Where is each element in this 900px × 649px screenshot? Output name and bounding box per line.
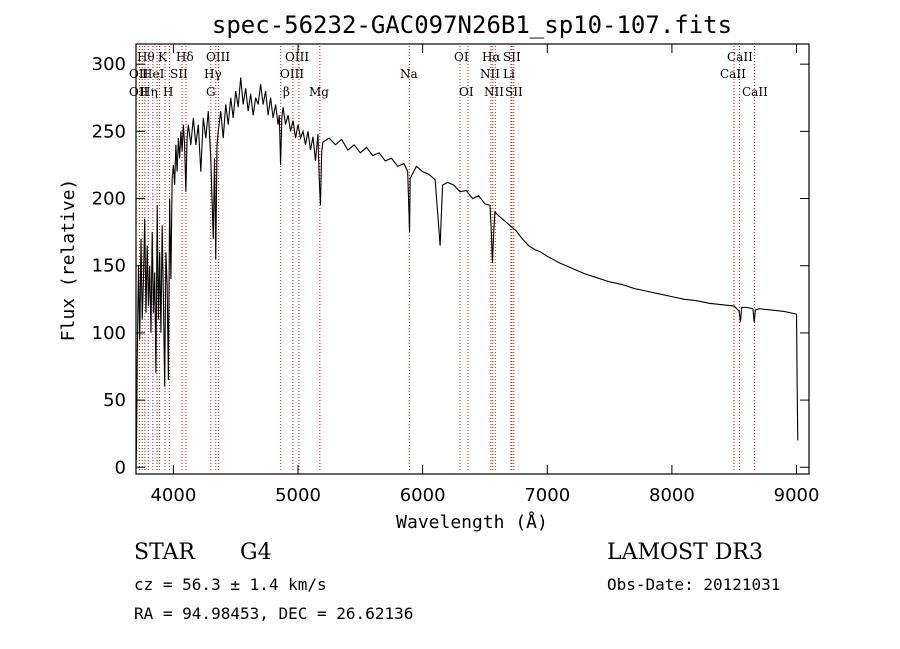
line-label: SII (170, 67, 188, 81)
line-label: CaII (720, 67, 746, 81)
x-tick-label: 7000 (524, 485, 570, 506)
line-label: NII (480, 67, 500, 81)
observation-date: Obs-Date: 20121031 (607, 575, 781, 594)
line-label: Hη (140, 85, 158, 99)
y-axis-label: Flux (relative) (58, 179, 79, 342)
line-label: HeI (142, 67, 165, 81)
x-tick-label: 6000 (400, 485, 446, 506)
line-label: SII (503, 50, 521, 64)
line-label: K (158, 50, 168, 64)
line-label: OIII (206, 50, 230, 64)
survey-name: LAMOST DR3 (607, 540, 763, 565)
line-label: OI (454, 50, 469, 64)
line-label: H (163, 85, 173, 99)
line-label: OII (129, 85, 149, 99)
y-tick-label: 300 (92, 54, 126, 75)
x-tick-label: 9000 (774, 485, 820, 506)
line-label: Hγ (204, 67, 222, 81)
line-label: G (206, 85, 216, 99)
line-label: Hα (482, 50, 501, 64)
line-label: SII (505, 85, 523, 99)
spectrum-series-line (135, 77, 799, 468)
ra-dec: RA = 94.98453, DEC = 26.62136 (134, 604, 414, 623)
line-label: OIII (280, 67, 304, 81)
object-class: STAR (134, 540, 195, 565)
redshift-cz: cz = 56.3 ± 1.4 km/s (134, 575, 327, 594)
line-label: Hθ (137, 50, 155, 64)
y-tick-label: 100 (92, 323, 126, 344)
x-tick-label: 5000 (275, 485, 321, 506)
y-tick-label: 200 (92, 189, 126, 210)
x-axis-label: Wavelength (Å) (396, 511, 548, 533)
chart-title: spec-56232-GAC097N26B1_sp10-107.fits (212, 11, 732, 39)
line-label: Mg (309, 85, 329, 99)
x-tick-label: 4000 (150, 485, 196, 506)
marker-lines (138, 46, 755, 472)
x-tick-label: 8000 (649, 485, 695, 506)
line-label: Li (503, 67, 515, 81)
y-tick-label: 0 (115, 457, 126, 478)
line-labels: Hθ K Hδ OIII OIII OI Hα SII CaII OII HeI… (129, 50, 768, 99)
object-subclass: G4 (240, 540, 272, 565)
line-label: β (283, 85, 290, 99)
plot-frame (135, 43, 810, 475)
line-label: Na (400, 67, 418, 81)
line-label: OII (129, 67, 149, 81)
line-label: OI (459, 85, 474, 99)
line-label: NII (484, 85, 504, 99)
line-label: CaII (742, 85, 768, 99)
line-label: CaII (727, 50, 753, 64)
plot-area: 4000 5000 6000 7000 8000 9000 0 50 100 150 200 250 3… (92, 43, 820, 506)
y-tick-label: 50 (103, 390, 126, 411)
y-tick-label: 150 (92, 256, 126, 277)
line-label: OIII (285, 50, 309, 64)
axis-ticks: 4000 5000 6000 7000 8000 9000 0 50 100 150 200 250 3… (92, 44, 820, 506)
spectrum-line (135, 77, 799, 468)
line-label: Hδ (176, 50, 194, 64)
y-tick-label: 250 (92, 121, 126, 142)
